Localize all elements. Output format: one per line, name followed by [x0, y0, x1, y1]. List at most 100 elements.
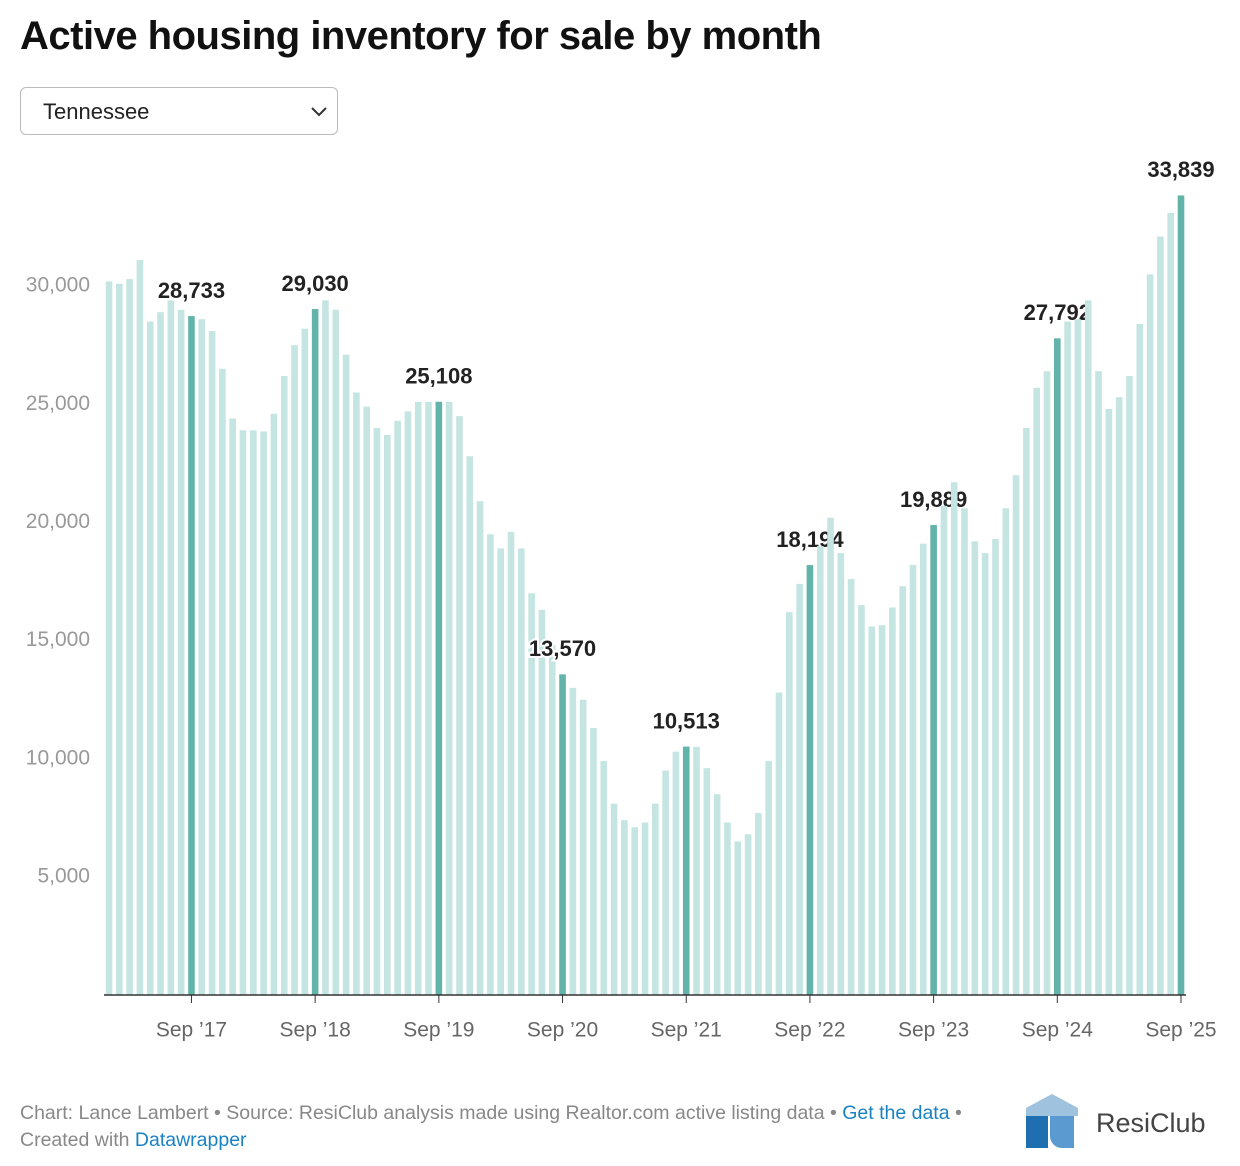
x-tick-label: Sep ’18: [280, 1019, 351, 1042]
datawrapper-link[interactable]: Datawrapper: [134, 1129, 247, 1151]
brand-name: ResiClub: [1096, 1108, 1206, 1138]
value-label: 10,513: [653, 708, 720, 733]
bar: [1115, 397, 1123, 995]
bar: [260, 431, 267, 995]
bar: [198, 319, 206, 995]
bar: [229, 418, 236, 995]
bar: [858, 605, 865, 995]
bar: [1177, 195, 1185, 996]
bar: [1043, 371, 1051, 996]
bar: [930, 525, 937, 995]
bar: [363, 406, 370, 995]
bar: [311, 309, 319, 995]
bar: [806, 565, 814, 995]
x-tick-label: Sep ’22: [774, 1019, 845, 1042]
bar: [208, 331, 216, 996]
bar: [755, 813, 762, 995]
bar: [280, 375, 288, 996]
bar: [1105, 409, 1113, 995]
bar: [445, 401, 453, 995]
bar: [703, 768, 711, 995]
bar: [641, 822, 649, 995]
footer-text: Chart: Lance Lambert • Source: ResiClub …: [20, 1102, 837, 1124]
bar: [353, 392, 360, 995]
chart-title: Active housing inventory for sale by mon…: [20, 14, 822, 58]
bar: [981, 553, 989, 995]
bar: [466, 456, 474, 996]
bar: [116, 283, 123, 995]
bar: [456, 416, 463, 996]
y-tick-label: 25,000: [26, 392, 90, 415]
bar: [219, 368, 226, 995]
value-label: 18,194: [776, 527, 844, 552]
bar: [693, 746, 700, 995]
bar: [961, 508, 968, 995]
bar: [868, 626, 876, 995]
bar: [404, 411, 412, 996]
bar: [239, 430, 247, 996]
bar: [167, 300, 175, 995]
bar: [610, 803, 618, 995]
bar: [662, 770, 669, 995]
bar: [136, 260, 144, 995]
bar: [270, 413, 278, 995]
footer-text: • Created with: [20, 1102, 962, 1151]
bar: [734, 841, 742, 995]
bar: [476, 501, 484, 995]
y-tick-label: 20,000: [26, 510, 90, 533]
bar: [126, 279, 133, 995]
x-tick-label: Sep ’17: [156, 1019, 227, 1042]
bar: [889, 607, 896, 995]
x-tick-label: Sep ’20: [527, 1019, 598, 1042]
footer: Chart: Lance Lambert • Source: ResiClub …: [20, 1100, 980, 1154]
bar: [1023, 427, 1030, 995]
bar: [1126, 375, 1133, 996]
bar: [507, 531, 515, 995]
bar: [559, 674, 566, 995]
bar: [744, 834, 752, 995]
bar: [425, 401, 432, 995]
bar: [518, 548, 525, 995]
bar: [1157, 236, 1164, 996]
bar: [682, 746, 690, 995]
y-tick-label: 30,000: [26, 274, 90, 297]
bar: [827, 517, 834, 995]
x-tick-label: Sep ’23: [898, 1019, 969, 1042]
bar: [435, 401, 443, 995]
bar: [342, 354, 350, 995]
x-tick-label: Sep ’21: [651, 1019, 722, 1042]
bar: [394, 420, 401, 996]
bar: [672, 751, 680, 995]
bar: [579, 699, 587, 995]
bar: [878, 625, 886, 995]
bar: [497, 548, 504, 995]
bar: [105, 281, 113, 996]
bar: [538, 609, 546, 995]
chart: 5,000 10,000 15,000 20,000 25,000 30,000 Sep ’…: [26, 155, 1217, 1042]
bar: [250, 430, 257, 996]
bar: [600, 761, 608, 995]
brand-logo: ResiClub: [1026, 1094, 1206, 1148]
bar: [992, 538, 999, 995]
bar: [847, 579, 855, 995]
bar: [796, 583, 803, 995]
bar: [1167, 212, 1174, 995]
bar: [332, 309, 340, 995]
bar: [837, 553, 845, 995]
bar: [950, 482, 958, 995]
bar: [487, 534, 494, 995]
bar: [157, 312, 164, 995]
state-dropdown[interactable]: Tennessee: [20, 87, 338, 135]
bar: [177, 309, 185, 995]
bar: [1074, 319, 1082, 995]
data-link[interactable]: Get the data: [842, 1102, 950, 1124]
bar: [373, 427, 381, 995]
bar: [1033, 387, 1040, 995]
dropdown-arrow: [311, 107, 327, 117]
bar: [816, 546, 824, 995]
bar: [899, 586, 906, 995]
bar: [1146, 274, 1154, 995]
x-tick-label: Sep ’24: [1022, 1019, 1094, 1042]
bar: [713, 794, 721, 995]
